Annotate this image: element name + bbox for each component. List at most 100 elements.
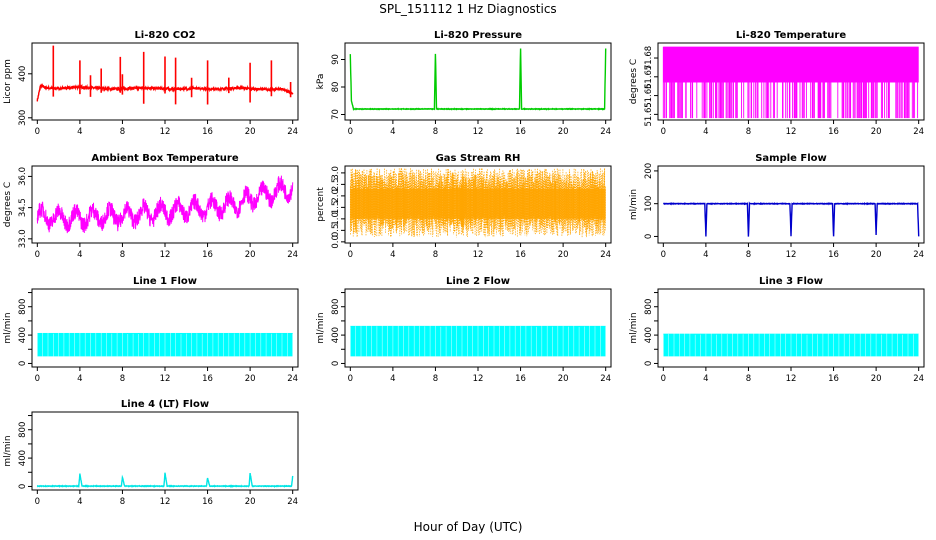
line4-flow-xtick-label: 0 — [35, 497, 40, 507]
line2-flow-ytick-label: 800 — [331, 299, 341, 315]
sample-flow-xtick-label: 0 — [661, 250, 666, 260]
li820-pressure-xtick-label: 4 — [390, 127, 395, 137]
line2-flow-title: Line 2 Flow — [446, 276, 510, 287]
line4-flow-title: Line 4 (LT) Flow — [121, 399, 209, 410]
li820-co2-xtick-label: 16 — [202, 127, 213, 137]
li820-temperature-xtick-label: 0 — [661, 127, 666, 137]
li820-co2-spikes — [52, 45, 292, 105]
line2-flow-xtick-label: 12 — [473, 374, 484, 384]
li820-temperature-xtick-label: 24 — [913, 127, 924, 137]
sample-flow-plot — [662, 201, 920, 237]
li820-temperature-ytick-label: 51.65 — [644, 102, 654, 126]
ambient-box-temperature-ytick-label: 36.0 — [18, 167, 28, 186]
li820-pressure-xtick-label: 20 — [558, 127, 569, 137]
gas-stream-rh-ytick-label: 0.0 — [331, 235, 341, 249]
sample-flow-ytick-label: 100 — [644, 196, 654, 212]
line4-flow-series — [36, 472, 294, 488]
line1-flow-xtick-label: 8 — [120, 374, 125, 384]
ambient-box-temperature-ylabel: degrees C — [3, 182, 13, 227]
gas-stream-rh-plot — [349, 168, 606, 238]
line3-flow-plot — [663, 332, 919, 357]
sample-flow-xtick-label: 4 — [703, 250, 708, 260]
line3-flow-ylabel: ml/min — [629, 312, 639, 343]
li820-co2-plot — [36, 45, 294, 105]
li820-temperature-xtick-label: 12 — [786, 127, 797, 137]
li820-co2-xtick-label: 0 — [35, 127, 40, 137]
line2-flow-panel: Line 2 Flow ml/min 0 4 8 12 16 20 24 0 400 800 — [316, 276, 612, 384]
line1-flow-series — [37, 332, 293, 357]
figure-title: SPL_151112 1 Hz Diagnostics — [379, 2, 556, 16]
ambient-box-temperature-panel: Ambient Box Temperature degrees C 0 4 8 12 16 2… — [3, 153, 299, 260]
line4-flow-xtick-label: 4 — [77, 497, 82, 507]
line4-flow-ytick-label: 800 — [18, 422, 28, 438]
line2-flow-xtick-label: 16 — [515, 374, 526, 384]
li820-temperature-xtick-label: 8 — [746, 127, 751, 137]
gas-stream-rh-xtick-label: 20 — [558, 250, 569, 260]
line4-flow-xtick-label: 20 — [245, 497, 256, 507]
li820-temperature-panel: Li-820 Temperature degrees C 0 4 8 12 16 20 24 51… — [629, 30, 925, 137]
line1-flow-panel: Line 1 Flow ml/min 0 4 8 12 16 20 24 0 400 800 — [3, 276, 299, 384]
li820-co2-ylabel: Licor ppm — [3, 59, 13, 104]
li820-co2-ytick-label: 300 — [18, 110, 28, 126]
ambient-box-temperature-xtick-label: 12 — [160, 250, 171, 260]
gas-stream-rh-xtick-label: 8 — [433, 250, 438, 260]
sample-flow-xtick-label: 8 — [746, 250, 751, 260]
line2-flow-xtick-label: 20 — [558, 374, 569, 384]
li820-co2-xtick-label: 20 — [245, 127, 256, 137]
li820-pressure-xtick-label: 0 — [348, 127, 353, 137]
ambient-box-temperature-xtick-label: 4 — [77, 250, 82, 260]
line2-flow-xtick-label: 4 — [390, 374, 395, 384]
line4-flow-xtick-label: 16 — [202, 497, 213, 507]
line1-flow-ytick-label: 800 — [18, 299, 28, 315]
li820-temperature-ylabel: degrees C — [629, 59, 639, 104]
line3-flow-ytick-label: 800 — [644, 299, 654, 315]
sample-flow-panel: Sample Flow ml/min 0 4 8 12 16 20 24 0 100 200 — [629, 153, 925, 260]
line3-flow-xtick-label: 24 — [913, 374, 924, 384]
gas-stream-rh-ytick-label: 1.0 — [331, 212, 341, 226]
gas-stream-rh-xtick-label: 4 — [390, 250, 395, 260]
li820-pressure-panel: Li-820 Pressure kPa 0 4 8 12 16 20 24 70 80 90 — [316, 30, 612, 137]
li820-pressure-xtick-label: 16 — [515, 127, 526, 137]
line2-flow-ylabel: ml/min — [316, 312, 326, 343]
line3-flow-xtick-label: 4 — [703, 374, 708, 384]
line3-flow-series — [663, 332, 919, 357]
gas-stream-rh-xtick-label: 24 — [600, 250, 611, 260]
li820-co2-xtick-label: 12 — [160, 127, 171, 137]
li820-pressure-ytick-label: 80 — [331, 82, 341, 93]
li820-temperature-plot — [662, 46, 919, 119]
sample-flow-ylabel: ml/min — [629, 189, 639, 220]
line1-flow-ytick-label: 0 — [18, 361, 28, 366]
li820-pressure-ytick-label: 70 — [331, 109, 341, 120]
line2-flow-xtick-label: 0 — [348, 374, 353, 384]
li820-temperature-ytick-label: 51.67 — [644, 65, 654, 89]
gas-stream-rh-ytick-label: 2.0 — [331, 189, 341, 203]
gas-stream-rh-ytick-label: 3.0 — [331, 166, 341, 180]
line3-flow-xtick-label: 12 — [786, 374, 797, 384]
gas-stream-rh-ytick-label: 2.5 — [331, 178, 341, 192]
ambient-box-temperature-series — [36, 175, 294, 234]
line3-flow-xtick-label: 8 — [746, 374, 751, 384]
line3-flow-xtick-label: 0 — [661, 374, 666, 384]
line1-flow-xtick-label: 20 — [245, 374, 256, 384]
sample-flow-ytick-label: 0 — [644, 234, 654, 239]
ambient-box-temperature-xtick-label: 24 — [287, 250, 298, 260]
line4-flow-xtick-label: 24 — [287, 497, 298, 507]
line2-flow-xtick-label: 24 — [600, 374, 611, 384]
ambient-box-temperature-ytick-label: 34.5 — [18, 198, 28, 217]
line4-flow-plot — [36, 472, 294, 488]
line2-flow-ytick-label: 400 — [331, 327, 341, 343]
ambient-box-temperature-xtick-label: 8 — [120, 250, 125, 260]
ambient-box-temperature-xtick-label: 0 — [35, 250, 40, 260]
li820-pressure-xtick-label: 8 — [433, 127, 438, 137]
line3-flow-xtick-label: 16 — [828, 374, 839, 384]
line3-flow-ytick-label: 0 — [644, 361, 654, 366]
line1-flow-xtick-label: 24 — [287, 374, 298, 384]
li820-pressure-ylabel: kPa — [316, 74, 326, 90]
gas-stream-rh-xtick-label: 16 — [515, 250, 526, 260]
line1-flow-xtick-label: 12 — [160, 374, 171, 384]
li820-co2-xtick-label: 24 — [287, 127, 298, 137]
line3-flow-panel: Line 3 Flow ml/min 0 4 8 12 16 20 24 0 400 800 — [629, 276, 925, 384]
line2-flow-series — [350, 325, 606, 357]
line2-flow-plot — [350, 325, 606, 357]
